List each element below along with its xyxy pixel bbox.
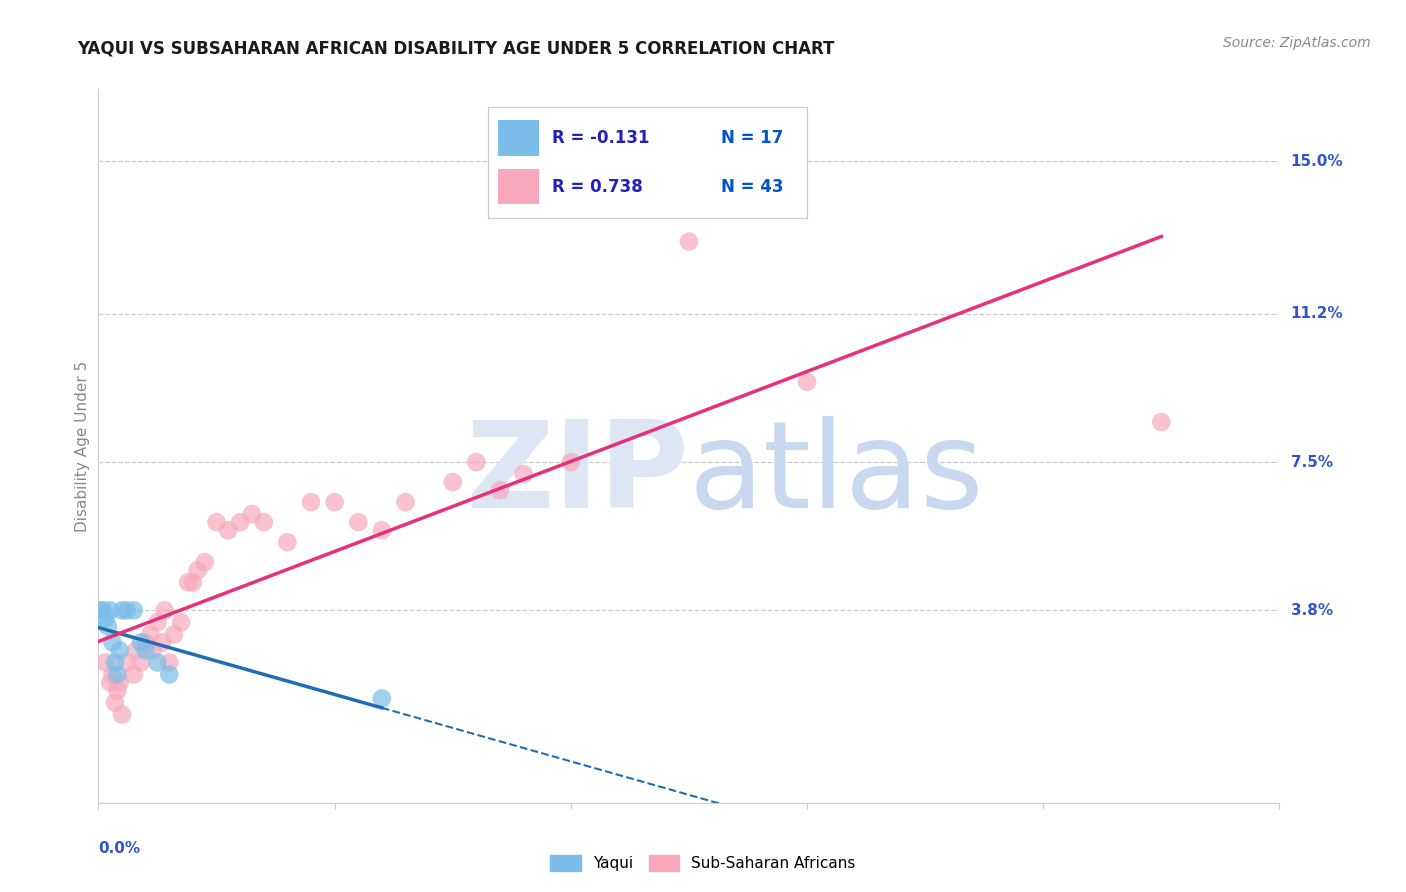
Point: [187, 563, 209, 577]
Point: [181, 575, 204, 590]
Point: [98, 675, 121, 690]
Point: [229, 515, 252, 529]
Point: [796, 375, 818, 389]
Point: [512, 467, 534, 481]
Point: [122, 667, 145, 681]
Point: [299, 495, 322, 509]
Point: [489, 483, 512, 497]
Point: [194, 555, 217, 569]
Point: [276, 535, 298, 549]
Point: [678, 235, 700, 249]
Text: 0.0%: 0.0%: [98, 841, 141, 855]
Point: [90, 603, 112, 617]
Point: [98, 603, 121, 617]
Point: [323, 495, 346, 509]
Text: YAQUI VS SUBSAHARAN AFRICAN DISABILITY AGE UNDER 5 CORRELATION CHART: YAQUI VS SUBSAHARAN AFRICAN DISABILITY A…: [77, 40, 835, 58]
Point: [129, 656, 152, 670]
Point: [129, 635, 152, 649]
Point: [347, 515, 370, 529]
Point: [91, 603, 114, 617]
Text: 11.2%: 11.2%: [1291, 306, 1343, 321]
Point: [108, 643, 131, 657]
Point: [1150, 415, 1173, 429]
Point: [122, 603, 145, 617]
Y-axis label: Disability Age Under 5: Disability Age Under 5: [75, 360, 90, 532]
Point: [150, 635, 173, 649]
Point: [157, 656, 180, 670]
Text: Source: ZipAtlas.com: Source: ZipAtlas.com: [1223, 36, 1371, 50]
Point: [205, 515, 228, 529]
Point: [217, 523, 239, 537]
Point: [104, 656, 127, 670]
Text: atlas: atlas: [689, 416, 984, 533]
Text: 7.5%: 7.5%: [1291, 455, 1333, 469]
Point: [142, 643, 165, 657]
Point: [115, 603, 138, 617]
Point: [465, 455, 488, 469]
Point: [94, 611, 117, 625]
Point: [104, 696, 127, 710]
Point: [146, 615, 169, 630]
Point: [157, 667, 180, 681]
Point: [105, 667, 128, 681]
Point: [135, 635, 157, 649]
Legend: Yaqui, Sub-Saharan Africans: Yaqui, Sub-Saharan Africans: [544, 849, 862, 877]
Point: [253, 515, 276, 529]
Point: [105, 683, 128, 698]
Point: [125, 643, 148, 657]
Point: [153, 603, 176, 617]
Point: [97, 619, 120, 633]
Point: [111, 603, 134, 617]
Point: [135, 643, 157, 657]
Point: [170, 615, 193, 630]
Point: [240, 507, 263, 521]
Point: [101, 667, 124, 681]
Point: [394, 495, 416, 509]
Text: 3.8%: 3.8%: [1291, 603, 1333, 618]
Point: [371, 523, 394, 537]
Point: [108, 675, 131, 690]
Point: [177, 575, 200, 590]
Point: [371, 691, 394, 706]
Text: ZIP: ZIP: [465, 416, 689, 533]
Point: [163, 627, 186, 641]
Point: [441, 475, 464, 489]
Point: [111, 707, 134, 722]
Point: [101, 635, 124, 649]
Point: [146, 656, 169, 670]
Text: 15.0%: 15.0%: [1291, 153, 1343, 169]
Point: [139, 627, 162, 641]
Point: [115, 656, 138, 670]
Point: [560, 455, 582, 469]
Point: [94, 656, 117, 670]
